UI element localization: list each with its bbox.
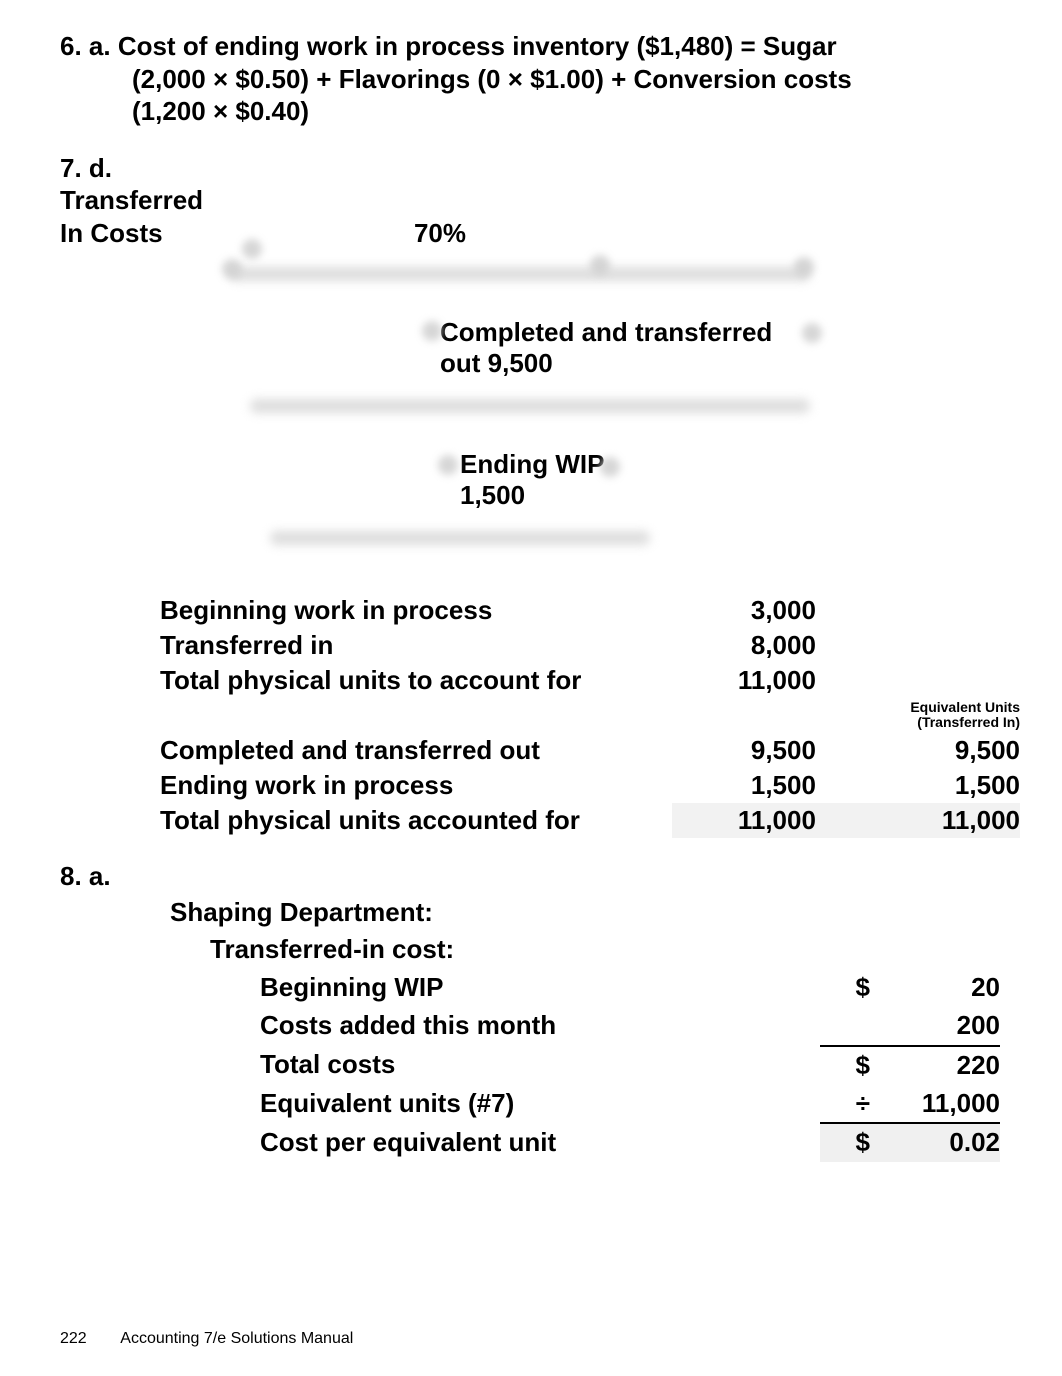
table-row: Transferred in 8,000 [160, 628, 1020, 663]
row-label: Total physical units accounted for [160, 803, 672, 838]
row-c1: 9,500 [672, 733, 846, 768]
q8-head: 8. a. [60, 860, 1002, 894]
physical-units-table: Beginning work in process 3,000 Transfer… [160, 593, 1020, 838]
table-row: Ending work in process 1,500 1,500 [160, 768, 1020, 803]
eq-header-l2: (Transferred In) [846, 715, 1020, 730]
blur-row-1 [230, 253, 810, 301]
row-label: Total physical units to account for [160, 663, 672, 698]
shaping-dept-table: Shaping Department: Transferred-in cost:… [170, 894, 1000, 1163]
q6-line2: (2,000 × $0.50) + Flavorings (0 × $1.00)… [132, 63, 1002, 96]
completed-line-text: Completed and transferred out 9,500 [440, 317, 772, 378]
q6-block: 6. a. Cost of ending work in process inv… [60, 30, 1002, 128]
row-label: Costs added this month [170, 1007, 820, 1046]
row-num: 200 [870, 1007, 1000, 1046]
row-c1: 11,000 [672, 803, 846, 838]
completed-line-wrap: Completed and transferred out 9,500 [250, 311, 810, 433]
q7-incosts-label: In Costs [60, 217, 230, 250]
row-num: 220 [870, 1046, 1000, 1085]
endingwip-line-text: Ending WIP 1,500 [460, 449, 604, 510]
table-row: Costs added this month 200 [170, 1007, 1000, 1046]
footer-text: Accounting 7/e Solutions Manual [120, 1330, 353, 1347]
row-c2: 11,000 [846, 803, 1020, 838]
table-row: Completed and transferred out 9,500 9,50… [160, 733, 1020, 768]
row-label: Ending work in process [160, 768, 672, 803]
row-cur: $ [820, 1046, 870, 1085]
row-cur: $ [820, 969, 870, 1007]
row-num: 11,000 [870, 1085, 1000, 1124]
q7-header: 7. d. Transferred In Costs 70% [60, 152, 1002, 250]
q7-head1: 7. d. [60, 152, 1002, 185]
row-c1: 8,000 [672, 628, 846, 663]
row-num: 0.02 [870, 1123, 1000, 1162]
table-row: Cost per equivalent unit $ 0.02 [170, 1123, 1000, 1162]
row-c2: 1,500 [846, 768, 1020, 803]
table-row: Total physical units to account for 11,0… [160, 663, 1020, 698]
row-label: Cost per equivalent unit [170, 1123, 820, 1162]
row-c1: 3,000 [672, 593, 846, 628]
q8-block: 8. a. Shaping Department: Transferred-in… [60, 860, 1002, 1162]
row-label: Total costs [170, 1046, 820, 1085]
row-label: Beginning WIP [170, 969, 820, 1007]
q6-line3: (1,200 × $0.40) [132, 95, 1002, 128]
eq-header-l1: Equivalent Units [846, 700, 1020, 715]
q7-percent: 70% [230, 217, 650, 250]
q6-line1: 6. a. Cost of ending work in process inv… [60, 30, 1002, 63]
row-c2: 9,500 [846, 733, 1020, 768]
row-label: Completed and transferred out [160, 733, 672, 768]
page-footer: 222 Accounting 7/e Solutions Manual [60, 1330, 353, 1348]
table-row: Beginning work in process 3,000 [160, 593, 1020, 628]
row-label: Equivalent units (#7) [170, 1085, 820, 1124]
row-label: Beginning work in process [160, 593, 672, 628]
page-number: 222 [60, 1330, 87, 1347]
row-label: Transferred in [160, 628, 672, 663]
table-row: Total costs $ 220 [170, 1046, 1000, 1085]
table-row: Beginning WIP $ 20 [170, 969, 1000, 1007]
eq-units-header-row: Equivalent Units (Transferred In) [160, 698, 1020, 733]
dept-label: Shaping Department: [170, 894, 1000, 932]
tic-label: Transferred-in cost: [170, 931, 1000, 969]
row-c1: 1,500 [672, 768, 846, 803]
q7-head2: Transferred [60, 184, 1002, 217]
row-cur: ÷ [820, 1085, 870, 1124]
table-row: Total physical units accounted for 11,00… [160, 803, 1020, 838]
row-c1: 11,000 [672, 663, 846, 698]
row-cur: $ [820, 1123, 870, 1162]
row-cur [820, 1007, 870, 1046]
endingwip-line-wrap: Ending WIP 1,500 [270, 443, 650, 565]
table-row: Equivalent units (#7) ÷ 11,000 [170, 1085, 1000, 1124]
row-num: 20 [870, 969, 1000, 1007]
